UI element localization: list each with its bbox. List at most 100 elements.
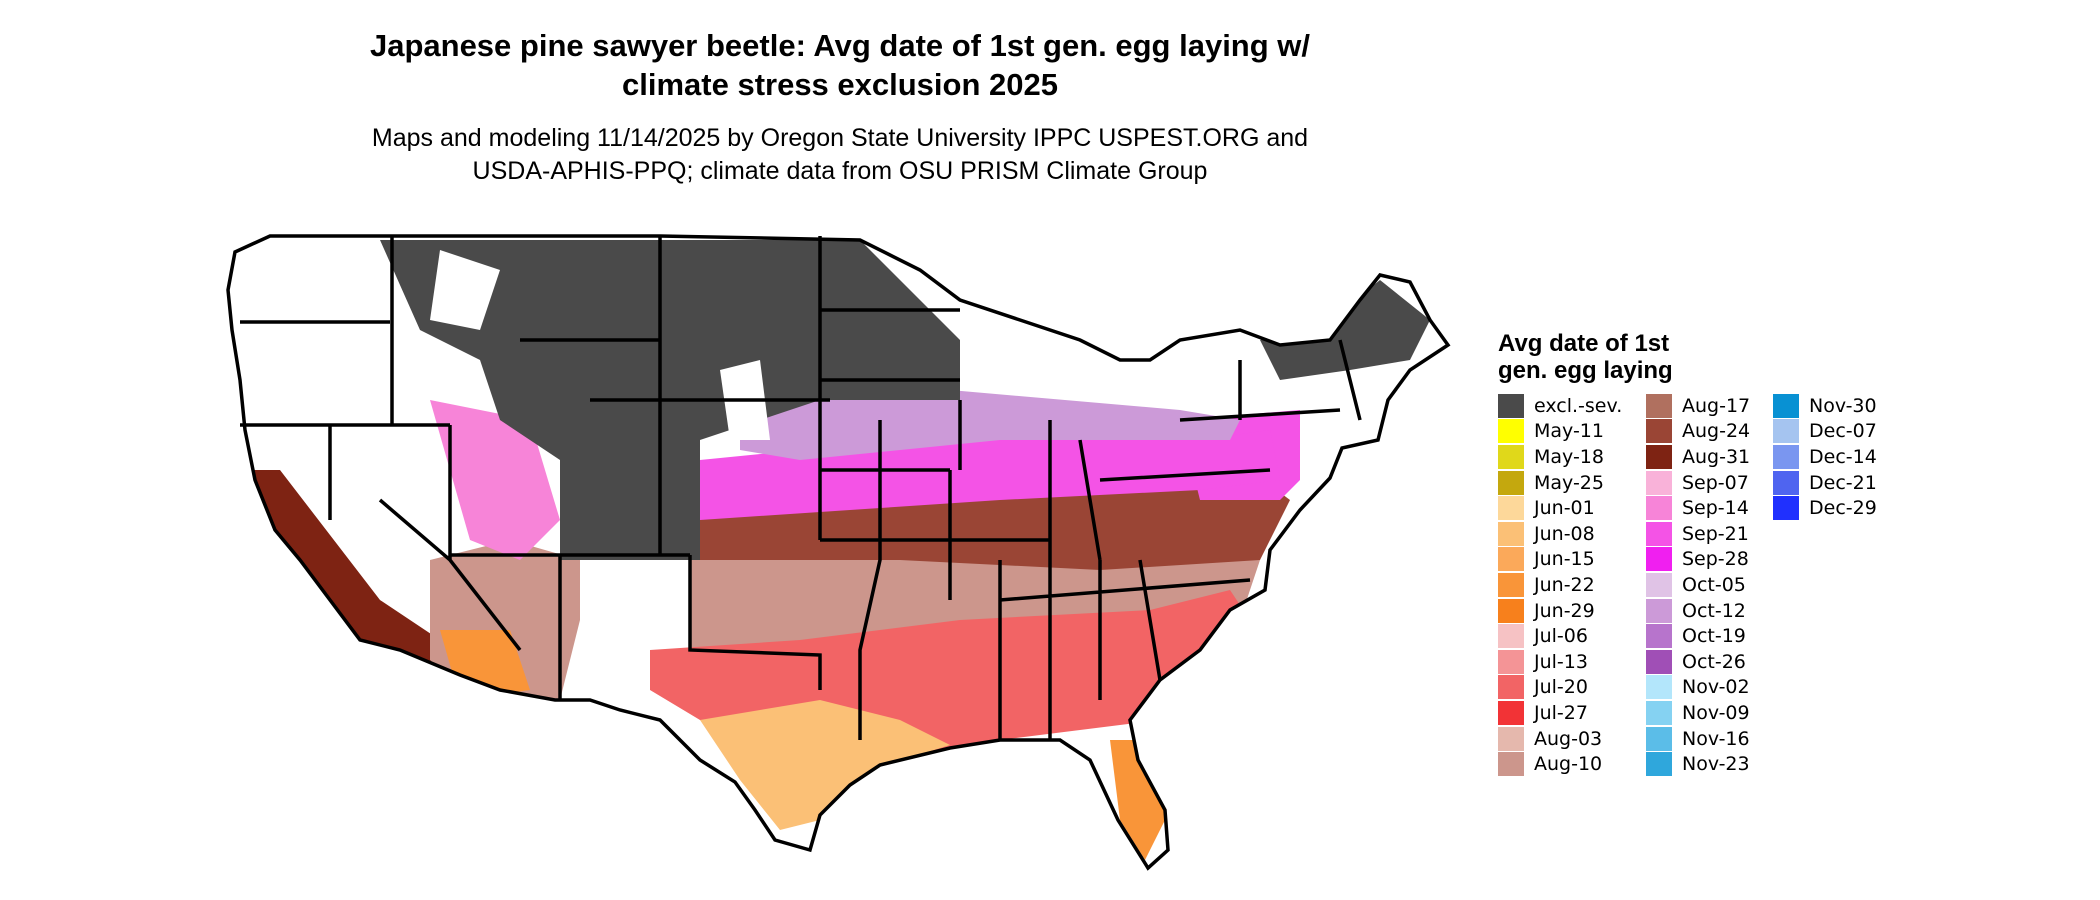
legend-swatch [1646,624,1672,649]
legend-label: Nov-23 [1682,753,1750,776]
legend-item: Oct-05 [1646,572,1750,598]
legend-label: excl.-sev. [1534,394,1623,417]
legend-swatch [1646,547,1672,572]
legend-swatch [1646,752,1672,777]
legend-item: Aug-24 [1646,419,1750,445]
legend-label: Oct-12 [1682,599,1746,622]
legend-label: Nov-09 [1682,701,1750,724]
legend-item: Jun-29 [1498,598,1622,624]
legend-label: Sep-28 [1682,548,1749,571]
legend-swatch [1498,726,1524,751]
legend-label: Aug-17 [1682,394,1751,417]
legend-swatch [1773,419,1799,444]
zone-excluded-maine [1260,280,1430,380]
legend-label: May-11 [1534,420,1604,443]
legend-item: Jun-08 [1498,521,1622,547]
legend-label: Jul-06 [1534,625,1588,648]
legend-item: Jun-01 [1498,495,1622,521]
legend-swatch [1646,496,1672,521]
legend-item: Nov-30 [1773,393,1877,419]
legend-label: Oct-26 [1682,650,1746,673]
legend-item: Nov-23 [1646,751,1750,777]
legend-label: Oct-19 [1682,625,1746,648]
legend-swatch [1646,444,1672,469]
legend-label: Nov-02 [1682,676,1750,699]
legend-label: Dec-14 [1809,445,1877,468]
us-map [226,234,1451,871]
legend-item: excl.-sev. [1498,393,1622,419]
legend-swatch [1646,419,1672,444]
legend-label: Dec-29 [1809,497,1877,520]
legend-item: Dec-21 [1773,470,1877,496]
legend-swatch [1773,496,1799,521]
legend-item: Sep-21 [1646,521,1750,547]
legend-item: Dec-29 [1773,495,1877,521]
legend-item: Sep-28 [1646,547,1750,573]
legend-item: Aug-03 [1498,726,1622,752]
national-outline [226,234,1451,871]
legend-label: Dec-07 [1809,420,1877,443]
legend-item: Sep-07 [1646,470,1750,496]
legend-item: Jun-22 [1498,572,1622,598]
legend-item: Jul-27 [1498,700,1622,726]
legend-item: Nov-09 [1646,700,1750,726]
zone-california-late [240,470,440,690]
legend-label: Jun-22 [1534,573,1595,596]
legend-item: Nov-02 [1646,675,1750,701]
legend-item: Aug-17 [1646,393,1750,419]
legend-column-3: Nov-30 Dec-07 Dec-14 Dec-21 Dec-29 [1773,393,1877,521]
legend-swatch [1646,598,1672,623]
prediction-raster [228,236,1448,868]
legend-label: Nov-30 [1809,394,1877,417]
legend-swatch [1773,444,1799,469]
legend-item: Dec-07 [1773,419,1877,445]
legend-label: Sep-21 [1682,522,1749,545]
legend-item: Sep-14 [1646,495,1750,521]
legend-item: May-25 [1498,470,1622,496]
legend-column-1: excl.-sev. May-11 May-18 May-25 Jun-01 Jun-08… [1498,393,1622,777]
legend-title-line-1: Avg date of 1st [1498,330,1670,357]
legend-swatch [1646,521,1672,546]
legend-label: Aug-10 [1534,753,1603,776]
legend-label: Jul-20 [1534,676,1588,699]
legend-swatch [1498,393,1524,418]
zone-montana-valleys [430,250,500,330]
legend-title: Avg date of 1st gen. egg laying [1498,330,1758,384]
legend-label: Aug-03 [1534,727,1603,750]
legend-label: Aug-24 [1682,420,1751,443]
legend-swatch [1646,726,1672,751]
title-line-1: Japanese pine sawyer beetle: Avg date of… [369,28,1311,63]
legend-label: Sep-07 [1682,471,1749,494]
legend-swatch [1498,624,1524,649]
legend-label: Jun-01 [1534,497,1595,520]
legend-swatch [1646,700,1672,725]
legend-item: Oct-19 [1646,623,1750,649]
legend-item: Nov-16 [1646,726,1750,752]
legend-label: Aug-31 [1682,445,1751,468]
legend-swatch [1498,521,1524,546]
legend-item: May-18 [1498,444,1622,470]
legend-item: Aug-31 [1646,444,1750,470]
legend-item: Oct-26 [1646,649,1750,675]
zone-great-basin-pink [430,400,560,560]
legend-swatch [1498,572,1524,597]
legend-swatch [1498,675,1524,700]
legend-label: Jun-15 [1534,548,1595,571]
legend-swatch [1498,419,1524,444]
legend-label: Dec-21 [1809,471,1877,494]
legend-label: Jun-29 [1534,599,1595,622]
legend-label: Nov-16 [1682,727,1750,750]
legend-swatch [1498,598,1524,623]
legend-label: Oct-05 [1682,573,1746,596]
legend-swatch [1773,470,1799,495]
legend-swatch [1646,572,1672,597]
legend-item: Jul-06 [1498,623,1622,649]
legend-item: Oct-12 [1646,598,1750,624]
zone-midwest-purple [740,390,1240,460]
legend-item: Aug-10 [1498,751,1622,777]
legend-label: Jun-08 [1534,522,1595,545]
legend-swatch [1498,752,1524,777]
map-title: Japanese pine sawyer beetle: Avg date of… [250,26,1430,104]
legend-swatch [1498,547,1524,572]
legend-swatch [1646,649,1672,674]
